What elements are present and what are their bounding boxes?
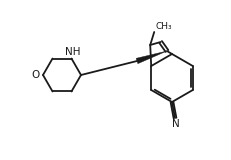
Polygon shape — [136, 51, 166, 64]
Text: O: O — [32, 70, 40, 80]
Text: N: N — [171, 119, 179, 129]
Text: CH₃: CH₃ — [155, 22, 171, 31]
Text: NH: NH — [64, 47, 80, 56]
